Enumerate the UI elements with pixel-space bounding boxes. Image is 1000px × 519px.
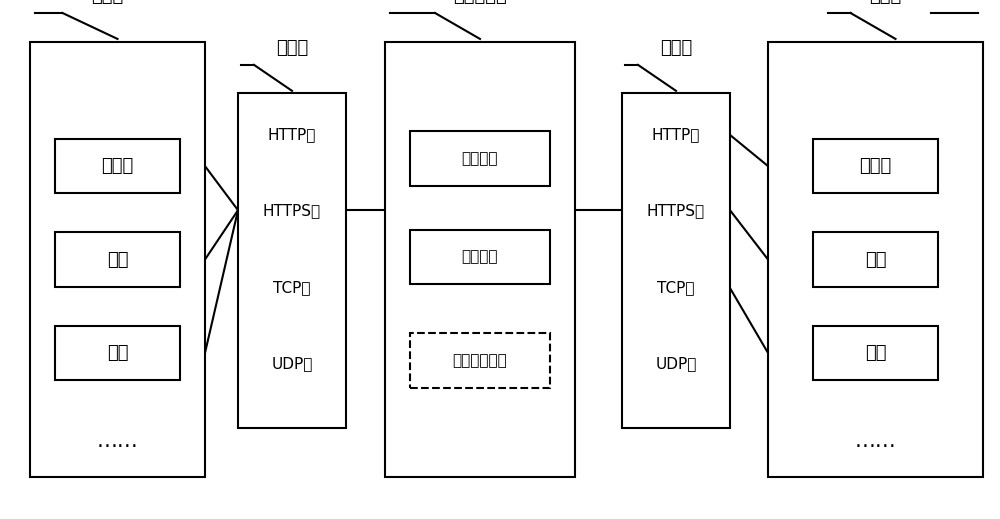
Text: 平板: 平板 (107, 344, 128, 362)
FancyBboxPatch shape (410, 229, 550, 284)
FancyBboxPatch shape (385, 42, 575, 477)
Text: 网络层: 网络层 (276, 39, 308, 57)
Text: UDP层: UDP层 (655, 356, 697, 371)
Text: HTTP层: HTTP层 (268, 128, 316, 142)
FancyBboxPatch shape (813, 139, 938, 193)
Text: 缓存模块: 缓存模块 (462, 151, 498, 166)
FancyBboxPatch shape (622, 93, 730, 428)
Text: 接收端: 接收端 (869, 0, 902, 5)
Text: TCP层: TCP层 (657, 281, 695, 295)
Text: 服务器: 服务器 (101, 157, 134, 175)
Text: 电脑: 电脑 (107, 251, 128, 268)
FancyBboxPatch shape (55, 233, 180, 286)
Text: ……: …… (97, 431, 138, 451)
FancyBboxPatch shape (55, 326, 180, 380)
Text: HTTPS层: HTTPS层 (647, 203, 705, 217)
Text: UDP层: UDP层 (271, 356, 313, 371)
Text: 网络层: 网络层 (660, 39, 692, 57)
Text: 平板: 平板 (865, 344, 886, 362)
FancyBboxPatch shape (55, 139, 180, 193)
Text: 消息服务器: 消息服务器 (453, 0, 507, 5)
Text: 发送端: 发送端 (91, 0, 124, 5)
Text: HTTP层: HTTP层 (652, 128, 700, 142)
FancyBboxPatch shape (410, 334, 550, 388)
FancyBboxPatch shape (813, 233, 938, 286)
FancyBboxPatch shape (30, 42, 205, 477)
Text: 注册管理模块: 注册管理模块 (453, 353, 507, 368)
Text: 消息模块: 消息模块 (462, 250, 498, 264)
FancyBboxPatch shape (238, 93, 346, 428)
Text: ……: …… (855, 431, 896, 451)
Text: TCP层: TCP层 (273, 281, 311, 295)
FancyBboxPatch shape (410, 131, 550, 186)
FancyBboxPatch shape (813, 326, 938, 380)
Text: HTTPS层: HTTPS层 (263, 203, 321, 217)
FancyBboxPatch shape (768, 42, 983, 477)
Text: 电脑: 电脑 (865, 251, 886, 268)
Text: 服务器: 服务器 (859, 157, 892, 175)
